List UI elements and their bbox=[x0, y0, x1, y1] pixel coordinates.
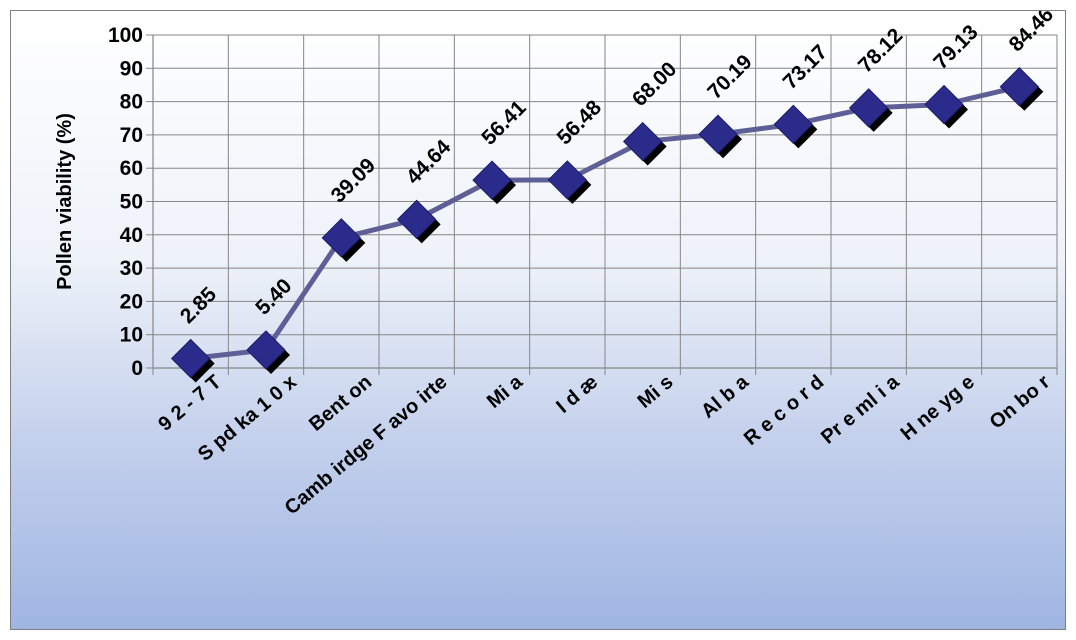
y-tick-label: 80 bbox=[120, 91, 143, 114]
data-point-marker bbox=[622, 121, 663, 162]
data-point-marker bbox=[848, 88, 889, 128]
x-category-label: Pr e ml i a bbox=[817, 370, 904, 448]
y-tick-label: 50 bbox=[120, 191, 143, 214]
data-point-marker bbox=[773, 104, 814, 145]
data-label: 2.85 bbox=[176, 283, 221, 328]
data-point-marker bbox=[698, 114, 738, 154]
data-point-marker bbox=[547, 160, 588, 200]
x-category-label: Al b a bbox=[697, 370, 754, 422]
x-category-label: H ne yg e bbox=[897, 371, 979, 445]
y-tick-label: 90 bbox=[120, 57, 143, 80]
data-label: 44.64 bbox=[402, 135, 456, 189]
chart-frame: 0 10 20 30 40 50 60 70 80 90 100 Pollen viability … bbox=[10, 10, 1066, 630]
x-category-label: Mi a bbox=[483, 370, 528, 412]
data-point-marker bbox=[999, 67, 1040, 107]
data-label: 73.17 bbox=[779, 40, 832, 93]
y-tick-labels: 0 10 20 30 40 50 60 70 80 90 100 bbox=[108, 24, 143, 380]
data-label: 79.13 bbox=[929, 21, 982, 74]
axes bbox=[146, 34, 1058, 375]
data-label: 68.00 bbox=[628, 58, 681, 111]
y-tick-label: 10 bbox=[120, 324, 143, 347]
x-category-label: On bo r bbox=[986, 371, 1055, 434]
data-label: 70.19 bbox=[703, 50, 756, 103]
y-tick-label: 40 bbox=[120, 224, 143, 247]
y-tick-label: 100 bbox=[108, 24, 143, 47]
x-category-label: I d æ bbox=[552, 371, 602, 418]
data-point-marker bbox=[321, 218, 362, 258]
x-category-label: Mi s bbox=[634, 371, 678, 413]
data-point-marker bbox=[472, 160, 512, 200]
pollen-viability-chart: 0 10 20 30 40 50 60 70 80 90 100 Pollen viability … bbox=[54, 11, 1058, 519]
data-label: 39.09 bbox=[327, 154, 380, 207]
y-tick-label: 60 bbox=[120, 157, 143, 180]
y-tick-label: 20 bbox=[120, 290, 143, 313]
data-point-marker bbox=[924, 84, 964, 125]
data-label: 78.12 bbox=[854, 24, 907, 77]
x-category-label: 9 2 - 7 T bbox=[154, 371, 225, 436]
y-tick-label: 70 bbox=[120, 124, 143, 147]
y-tick-label: 0 bbox=[131, 357, 143, 380]
markers bbox=[170, 67, 1044, 383]
data-label: 56.48 bbox=[553, 96, 607, 150]
x-category-label: Bent on bbox=[305, 371, 376, 436]
x-category-label: R e c o r d bbox=[740, 371, 828, 450]
data-label: 84.46 bbox=[1005, 11, 1058, 56]
data-point-marker bbox=[246, 330, 286, 370]
data-point-marker bbox=[170, 338, 211, 379]
data-label: 56.41 bbox=[477, 96, 531, 150]
y-tick-label: 30 bbox=[120, 257, 143, 280]
y-axis-label: Pollen viability (%) bbox=[54, 113, 76, 290]
data-point-marker bbox=[396, 199, 437, 240]
